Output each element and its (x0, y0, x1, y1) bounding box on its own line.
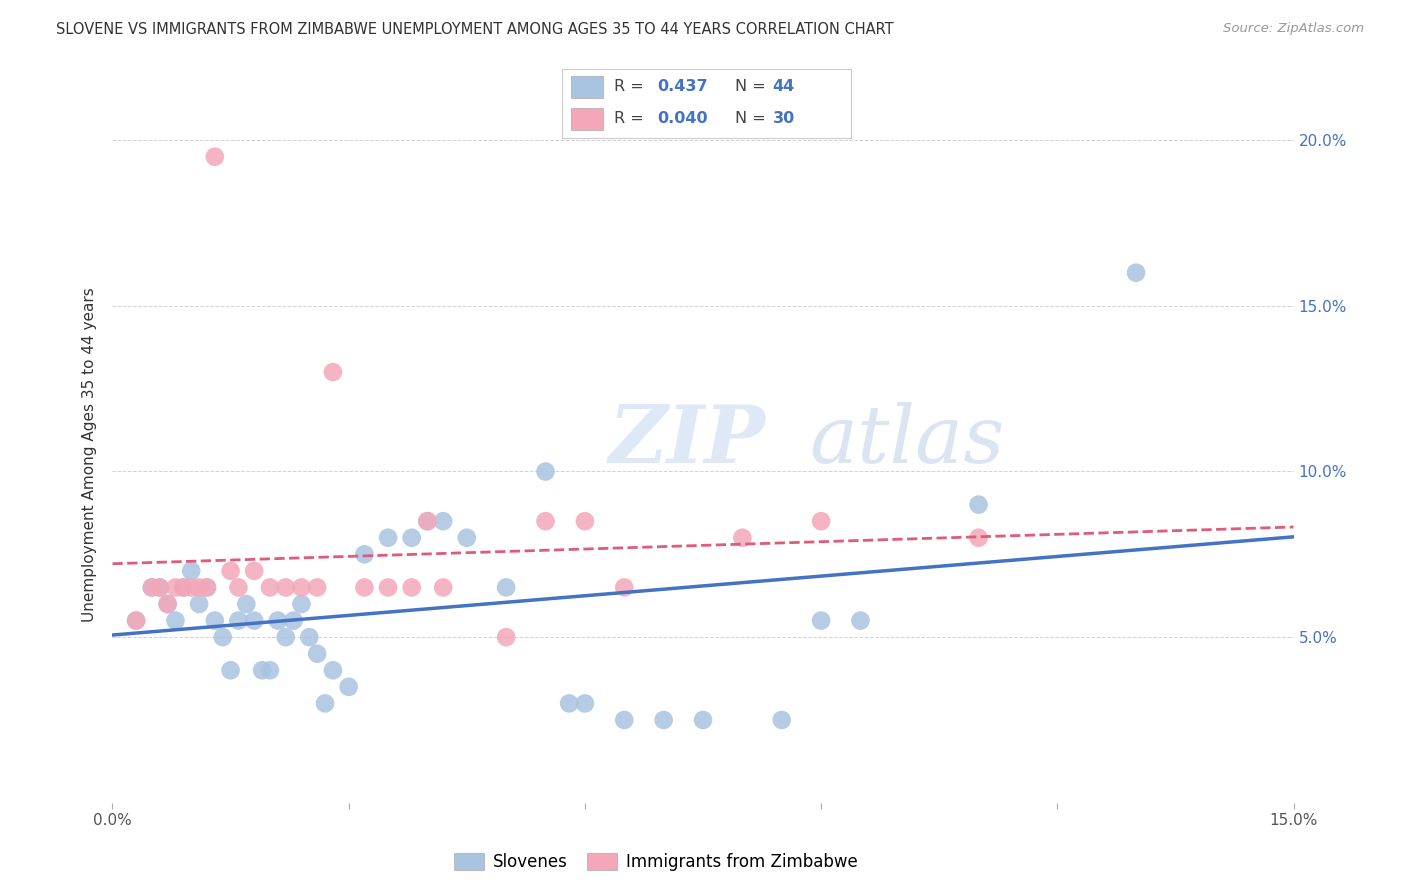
Point (967, 531, 990, 545)
Text: N =: N = (735, 79, 772, 95)
Point (1125, 266, 1147, 280)
Point (495, 630, 517, 644)
Point (141, 581, 163, 595)
Point (165, 614, 187, 628)
Point (353, 547, 375, 561)
Point (337, 680, 360, 694)
Point (141, 581, 163, 595)
Point (219, 564, 242, 578)
Point (204, 614, 226, 628)
Y-axis label: Unemployment Among Ages 35 to 44 years: Unemployment Among Ages 35 to 44 years (82, 287, 97, 623)
Point (267, 614, 290, 628)
Text: Source: ZipAtlas.com: Source: ZipAtlas.com (1223, 22, 1364, 36)
Point (125, 614, 148, 628)
Text: R =: R = (614, 79, 650, 95)
Point (416, 514, 439, 528)
Point (125, 614, 148, 628)
Point (259, 663, 281, 677)
Legend: Slovenes, Immigrants from Zimbabwe: Slovenes, Immigrants from Zimbabwe (447, 847, 865, 878)
Point (613, 713, 636, 727)
Point (377, 581, 399, 595)
Text: SLOVENE VS IMMIGRANTS FROM ZIMBABWE UNEMPLOYMENT AMONG AGES 35 TO 44 YEARS CORRE: SLOVENE VS IMMIGRANTS FROM ZIMBABWE UNEM… (56, 22, 894, 37)
Point (322, 663, 344, 677)
Point (228, 581, 250, 595)
Point (149, 581, 172, 595)
Point (243, 564, 266, 578)
Point (432, 514, 454, 528)
Point (849, 614, 872, 628)
Point (188, 581, 211, 595)
Point (298, 630, 321, 644)
Point (432, 581, 454, 595)
Point (322, 365, 344, 379)
Point (172, 581, 194, 595)
Point (534, 465, 557, 479)
Text: 0.437: 0.437 (658, 79, 709, 95)
Text: atlas: atlas (810, 402, 1005, 480)
Point (204, 150, 226, 164)
Point (613, 581, 636, 595)
Point (228, 614, 250, 628)
Point (534, 514, 557, 528)
Point (235, 597, 257, 611)
Point (290, 581, 312, 595)
Point (574, 514, 596, 528)
Point (377, 531, 399, 545)
Point (149, 581, 172, 595)
Point (283, 614, 305, 628)
Point (967, 498, 990, 512)
Point (172, 581, 194, 595)
Point (290, 597, 312, 611)
Point (180, 581, 202, 595)
Point (259, 581, 281, 595)
Point (416, 514, 439, 528)
Point (274, 581, 297, 595)
Point (156, 597, 179, 611)
Point (495, 581, 517, 595)
Text: N =: N = (735, 112, 772, 127)
Point (243, 614, 266, 628)
Point (810, 614, 832, 628)
Text: ZIP: ZIP (609, 402, 765, 480)
Text: 30: 30 (773, 112, 794, 127)
Point (770, 713, 793, 727)
Point (219, 663, 242, 677)
Text: 44: 44 (773, 79, 794, 95)
Point (692, 713, 714, 727)
Point (211, 630, 233, 644)
Point (195, 581, 218, 595)
Text: 0.040: 0.040 (658, 112, 709, 127)
Point (188, 597, 211, 611)
Point (180, 564, 202, 578)
Point (195, 581, 218, 595)
Point (250, 663, 273, 677)
Point (652, 713, 675, 727)
Point (307, 647, 329, 661)
Point (401, 581, 423, 595)
Point (558, 697, 581, 711)
Point (156, 597, 179, 611)
Point (731, 531, 754, 545)
Point (456, 531, 478, 545)
Point (353, 581, 375, 595)
Text: R =: R = (614, 112, 650, 127)
Point (401, 531, 423, 545)
Point (307, 581, 329, 595)
FancyBboxPatch shape (571, 108, 603, 130)
Point (274, 630, 297, 644)
Point (314, 697, 336, 711)
Point (810, 514, 832, 528)
Point (165, 581, 187, 595)
Point (574, 697, 596, 711)
FancyBboxPatch shape (571, 77, 603, 98)
